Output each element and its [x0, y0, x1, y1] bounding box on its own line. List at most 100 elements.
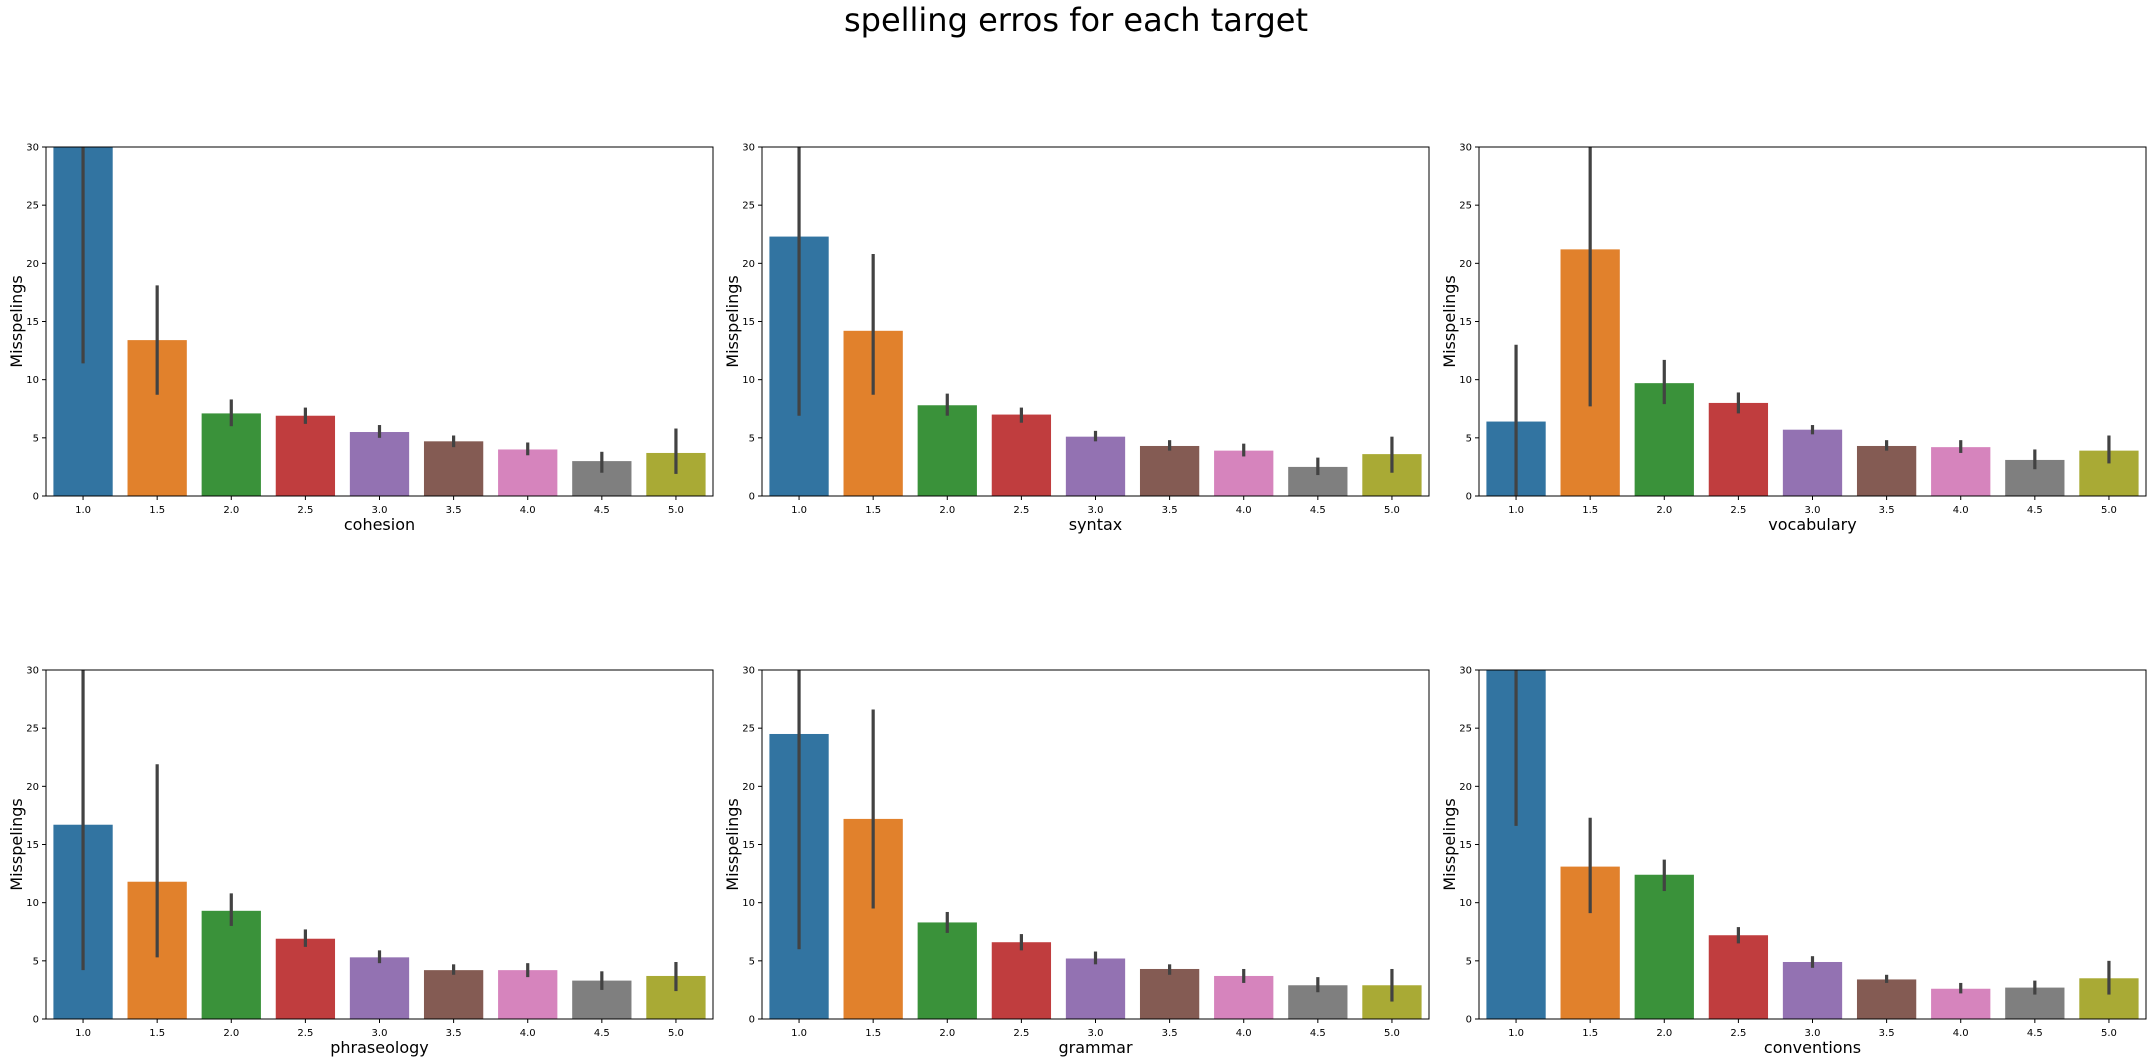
x-axis-label: conventions [1764, 1038, 1861, 1057]
subplot-conventions: 1.0 1.5 2.0 2.5 3.0 3.5 4.0 4.5 5.0 0 5 10 15 20 25 30 c… [1440, 666, 2147, 1057]
bar-cohesion-3.5 [423, 441, 484, 496]
x-tick-label: 4.0 [1236, 505, 1252, 516]
y-tick-label: 25 [26, 201, 39, 212]
y-tick-label: 20 [742, 782, 755, 793]
bar-syntax-3.5 [1139, 445, 1200, 496]
bar-conventions-2.0 [1634, 874, 1694, 1019]
x-tick-label: 3.0 [1088, 505, 1104, 516]
bar-syntax-4.0 [1214, 450, 1274, 496]
bar-conventions-4.0 [1931, 988, 1991, 1019]
subplot-phraseology: 1.0 1.5 2.0 2.5 3.0 3.5 4.0 4.5 5.0 0 5 10 15 20 25 30 p… [7, 666, 714, 1057]
y-axis-label: Misspelings [1440, 798, 1459, 890]
x-tick-label: 4.0 [520, 1028, 536, 1039]
x-tick-label: 1.5 [149, 1028, 165, 1039]
x-tick-label: 3.0 [1805, 505, 1821, 516]
y-axis-label: Misspelings [7, 798, 26, 890]
subplot-vocabulary: 1.0 1.5 2.0 2.5 3.0 3.5 4.0 4.5 5.0 0 5 10 15 20 25 30 v… [1440, 143, 2147, 534]
y-tick-label: 0 [1466, 492, 1472, 503]
y-tick-label: 25 [742, 724, 755, 735]
bar-conventions-3.0 [1782, 961, 1843, 1019]
x-tick-label: 1.0 [791, 1028, 807, 1039]
y-tick-label: 0 [749, 492, 755, 503]
bar-cohesion-2.5 [275, 415, 336, 496]
x-tick-label: 2.5 [1730, 505, 1746, 516]
y-tick-label: 10 [26, 898, 39, 909]
x-tick-label: 4.0 [1953, 1028, 1969, 1039]
x-tick-label: 1.0 [1508, 505, 1524, 516]
x-tick-label: 1.5 [1582, 1028, 1598, 1039]
bar-grammar-3.5 [1139, 968, 1200, 1019]
x-tick-label: 2.5 [1730, 1028, 1746, 1039]
x-axis-label: grammar [1058, 1038, 1133, 1057]
x-tick-label: 4.5 [2027, 505, 2043, 516]
y-axis-label: Misspelings [7, 275, 26, 367]
bar-conventions-2.5 [1708, 935, 1769, 1019]
y-tick-label: 10 [1459, 375, 1472, 386]
subplots: 1.0 1.5 2.0 2.5 3.0 3.5 4.0 4.5 5.0 0 5 10 15 20 25 30 c… [7, 143, 2147, 1057]
y-tick-label: 15 [1459, 317, 1472, 328]
x-tick-label: 1.5 [1582, 505, 1598, 516]
bar-syntax-3.0 [1065, 436, 1126, 496]
y-tick-label: 30 [742, 666, 755, 677]
subplot-grammar: 1.0 1.5 2.0 2.5 3.0 3.5 4.0 4.5 5.0 0 5 10 15 20 25 30 g… [723, 666, 1430, 1057]
x-tick-label: 1.5 [149, 505, 165, 516]
x-tick-label: 4.5 [2027, 1028, 2043, 1039]
x-tick-label: 3.5 [1879, 1028, 1895, 1039]
bar-grammar-3.0 [1065, 958, 1126, 1019]
x-tick-label: 5.0 [1384, 505, 1400, 516]
bar-cohesion-4.0 [498, 449, 558, 496]
y-tick-label: 25 [742, 201, 755, 212]
bar-conventions-3.5 [1856, 979, 1917, 1019]
x-tick-label: 3.5 [1162, 1028, 1178, 1039]
x-tick-label: 3.5 [1879, 505, 1895, 516]
y-tick-label: 5 [749, 956, 755, 967]
y-tick-label: 5 [33, 433, 39, 444]
y-tick-label: 30 [1459, 143, 1472, 154]
x-tick-label: 2.5 [1013, 1028, 1029, 1039]
y-tick-label: 25 [26, 724, 39, 735]
y-tick-label: 30 [26, 666, 39, 677]
x-tick-label: 4.0 [520, 505, 536, 516]
axes-frame [1478, 669, 2147, 1020]
x-axis-label: syntax [1069, 515, 1123, 534]
y-tick-label: 25 [1459, 724, 1472, 735]
bar-syntax-2.0 [917, 405, 977, 496]
y-tick-label: 30 [26, 143, 39, 154]
x-tick-label: 2.5 [1013, 505, 1029, 516]
x-tick-label: 3.0 [372, 1028, 388, 1039]
y-tick-label: 15 [1459, 840, 1472, 851]
y-tick-label: 15 [742, 317, 755, 328]
y-tick-label: 30 [1459, 666, 1472, 677]
y-tick-label: 20 [26, 259, 39, 270]
y-tick-label: 10 [742, 898, 755, 909]
x-tick-label: 4.5 [1310, 1028, 1326, 1039]
y-tick-label: 0 [33, 492, 39, 503]
bar-phraseology-3.0 [349, 957, 410, 1019]
x-tick-label: 3.0 [1088, 1028, 1104, 1039]
x-axis-label: phraseology [330, 1038, 429, 1057]
y-tick-label: 5 [749, 433, 755, 444]
x-tick-label: 1.0 [75, 505, 91, 516]
x-tick-label: 4.0 [1953, 505, 1969, 516]
axes-frame [45, 669, 714, 1020]
x-tick-label: 4.5 [594, 505, 610, 516]
axes-frame [45, 146, 714, 497]
bar-cohesion-3.0 [349, 432, 410, 496]
x-tick-label: 5.0 [2101, 1028, 2117, 1039]
x-tick-label: 3.0 [1805, 1028, 1821, 1039]
bar-phraseology-4.0 [498, 970, 558, 1019]
x-tick-label: 2.5 [297, 505, 313, 516]
x-tick-label: 3.5 [446, 505, 462, 516]
x-tick-label: 1.0 [1508, 1028, 1524, 1039]
y-tick-label: 20 [1459, 259, 1472, 270]
y-tick-label: 5 [33, 956, 39, 967]
x-tick-label: 5.0 [668, 505, 684, 516]
y-tick-label: 30 [742, 143, 755, 154]
y-tick-label: 20 [742, 259, 755, 270]
x-tick-label: 3.5 [446, 1028, 462, 1039]
x-tick-label: 1.5 [865, 505, 881, 516]
x-axis-label: cohesion [344, 515, 415, 534]
y-tick-label: 10 [26, 375, 39, 386]
y-tick-label: 10 [742, 375, 755, 386]
